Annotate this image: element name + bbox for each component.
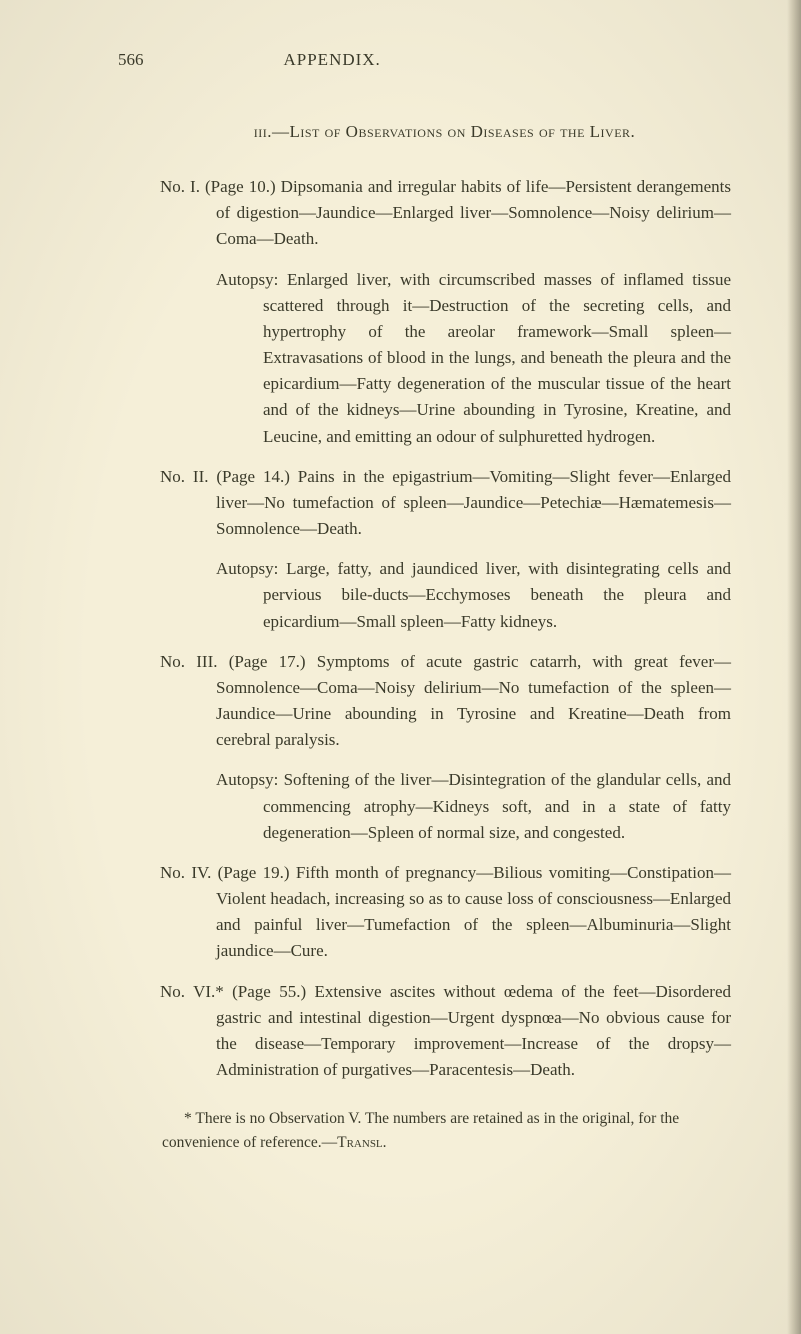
entry-1: No. I. (Page 10.) Dipsomania and irregul… xyxy=(118,174,731,253)
page-number: 566 xyxy=(118,50,144,70)
entry-5-main: No. VI.* (Page 55.) Extensive ascites wi… xyxy=(118,979,731,1084)
entry-4: No. IV. (Page 19.) Fifth month of pregna… xyxy=(118,860,731,965)
page-content: 566 APPENDIX. iii.—List of Observations … xyxy=(0,0,801,1214)
footnote-transl: Transl. xyxy=(337,1134,386,1151)
entry-5: No. VI.* (Page 55.) Extensive ascites wi… xyxy=(118,979,731,1084)
entry-1-autopsy: Autopsy: Enlarged liver, with circumscri… xyxy=(118,267,731,450)
entry-3-sub: Autopsy: Softening of the liver—Disinteg… xyxy=(118,767,731,846)
entry-3-main: No. III. (Page 17.) Symptoms of acute ga… xyxy=(118,649,731,754)
footnote-text: * There is no Observation V. The numbers… xyxy=(162,1110,679,1150)
entry-1-sub: Autopsy: Enlarged liver, with circumscri… xyxy=(118,267,731,450)
entry-2-sub: Autopsy: Large, fatty, and jaundiced liv… xyxy=(118,556,731,635)
section-title: iii.—List of Observations on Diseases of… xyxy=(118,122,731,142)
entry-3: No. III. (Page 17.) Symptoms of acute ga… xyxy=(118,649,731,754)
footnote: * There is no Observation V. The numbers… xyxy=(118,1107,731,1154)
entry-4-main: No. IV. (Page 19.) Fifth month of pregna… xyxy=(118,860,731,965)
entry-1-main: No. I. (Page 10.) Dipsomania and irregul… xyxy=(118,174,731,253)
page-header: 566 APPENDIX. xyxy=(118,50,731,70)
page-edge-shadow xyxy=(787,0,801,1334)
entry-2-autopsy: Autopsy: Large, fatty, and jaundiced liv… xyxy=(118,556,731,635)
entry-2: No. II. (Page 14.) Pains in the epigastr… xyxy=(118,464,731,543)
entry-3-autopsy: Autopsy: Softening of the liver—Disinteg… xyxy=(118,767,731,846)
entry-2-main: No. II. (Page 14.) Pains in the epigastr… xyxy=(118,464,731,543)
header-title: APPENDIX. xyxy=(284,50,381,70)
